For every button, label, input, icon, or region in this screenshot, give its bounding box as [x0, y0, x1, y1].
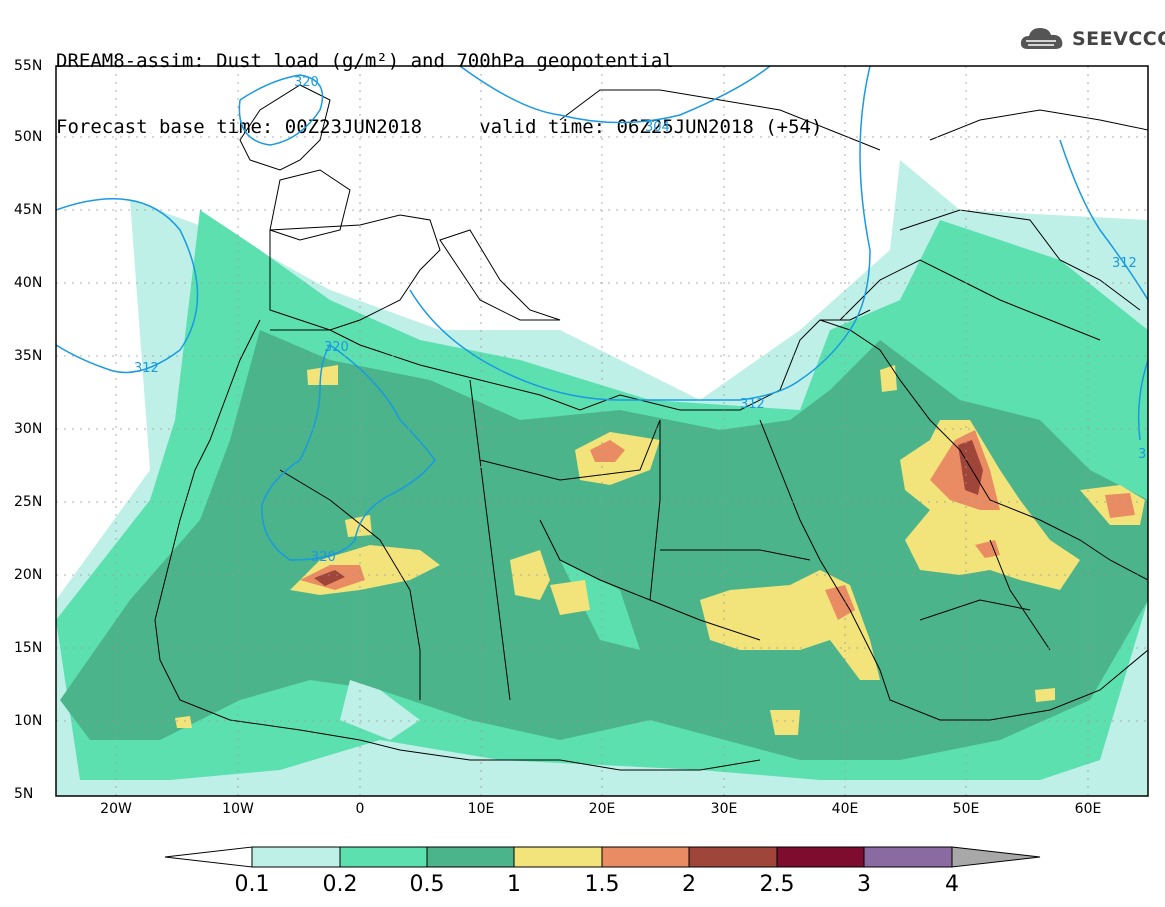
colorbar-bin-2: [339, 846, 428, 868]
colorbar-bin-7: [776, 846, 865, 868]
colorbar-label-2-5: 2.5: [759, 872, 795, 897]
lon-label-20w: 20W: [100, 801, 132, 817]
colorbar-bin-5: [601, 846, 690, 868]
lat-label-40n: 40N: [14, 275, 43, 291]
lat-label-50n: 50N: [14, 129, 43, 145]
lat-label-55n: 55N: [14, 58, 43, 74]
contour-labels: 320 304 312 320 312 320 312 3: [134, 75, 1146, 565]
colorbar: [164, 846, 1041, 868]
contour-label-320-b: 320: [324, 340, 349, 355]
lat-label-25n: 25N: [14, 494, 43, 510]
lon-label-40e: 40E: [831, 801, 859, 817]
colorbar-bin-6: [688, 846, 778, 868]
logo-text: SEEVCCC: [1072, 28, 1165, 50]
coastlines: [154, 84, 1148, 771]
lat-label-10n: 10N: [14, 713, 43, 729]
colorbar-lower-arrow: [164, 846, 253, 868]
contour-label-312-c: 312: [1112, 256, 1137, 271]
lon-label-30e: 30E: [710, 801, 738, 817]
colorbar-bin-1: [251, 846, 341, 868]
colorbar-bin-4: [513, 846, 603, 868]
geopotential-contours: [56, 66, 1148, 561]
colorbar-label-1-5: 1.5: [584, 872, 620, 897]
colorbar-label-4: 4: [945, 872, 959, 897]
title-line-2: Forecast base time: 00Z23JUN2018 valid t…: [56, 116, 823, 138]
lon-label-10e: 10E: [467, 801, 495, 817]
lat-label-5n: 5N: [14, 786, 34, 802]
colorbar-label-0-1: 0.1: [234, 872, 270, 897]
colorbar-upper-arrow: [951, 846, 1041, 868]
contour-label-312-a: 312: [134, 361, 159, 376]
cloud-icon: [1020, 28, 1063, 49]
lat-label-35n: 35N: [14, 348, 43, 364]
lat-label-45n: 45N: [14, 202, 43, 218]
contour-label-304: 304: [645, 120, 670, 135]
contour-label-312-b: 312: [740, 397, 765, 412]
map-frame: [55, 65, 1149, 797]
lon-label-20e: 20E: [588, 801, 616, 817]
colorbar-label-0-5: 0.5: [409, 872, 445, 897]
dust-field: [56, 160, 1148, 796]
contour-label-320-a: 320: [294, 75, 319, 90]
gridlines: [56, 66, 1148, 796]
seevccc-logo: SEEVCCC: [1018, 22, 1165, 56]
lat-label-30n: 30N: [14, 421, 43, 437]
colorbar-bin-8: [863, 846, 953, 868]
lon-label-0: 0: [355, 801, 365, 817]
colorbar-label-1: 1: [507, 872, 521, 897]
contour-label-3: 3: [1138, 447, 1146, 462]
lon-label-60e: 60E: [1074, 801, 1102, 817]
colorbar-label-2: 2: [682, 872, 696, 897]
lat-label-15n: 15N: [14, 640, 43, 656]
colorbar-label-3: 3: [857, 872, 871, 897]
lat-label-20n: 20N: [14, 567, 43, 583]
colorbar-bin-3: [426, 846, 515, 868]
contour-label-320-c: 320: [311, 550, 336, 565]
colorbar-label-0-2: 0.2: [322, 872, 358, 897]
lon-label-50e: 50E: [952, 801, 980, 817]
lon-label-10w: 10W: [222, 801, 254, 817]
